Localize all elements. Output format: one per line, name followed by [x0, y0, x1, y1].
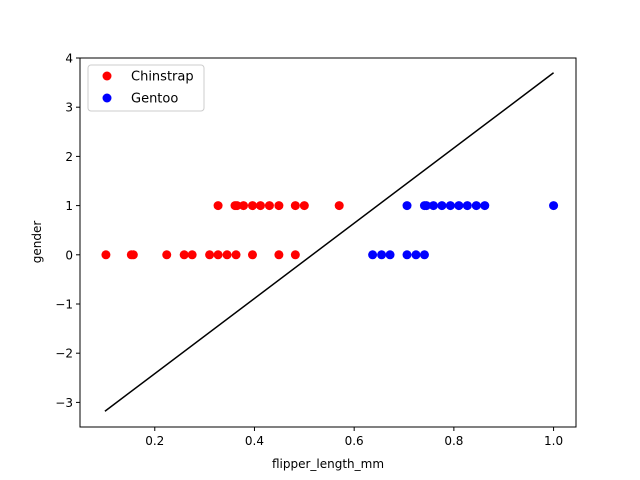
data-point-gentoo: [428, 201, 438, 211]
y-axis: −3 −2 −1 0 1 2 3 4: [55, 52, 80, 410]
data-point-chinstrap: [239, 201, 249, 211]
legend-marker-chinstrap: [102, 71, 112, 81]
legend: Chinstrap Gentoo: [87, 64, 205, 112]
x-tick-label: 0.8: [444, 434, 463, 448]
axes-frame: [79, 57, 577, 428]
data-point-chinstrap: [290, 250, 300, 260]
data-point-gentoo: [402, 201, 412, 211]
y-tick-label: −1: [55, 298, 73, 312]
data-point-gentoo: [421, 201, 431, 211]
data-point-chinstrap: [222, 250, 232, 260]
data-point-gentoo: [368, 250, 378, 260]
data-point-chinstrap: [187, 250, 197, 260]
data-point-chinstrap: [264, 201, 274, 211]
series-gentoo: [368, 201, 559, 260]
data-point-chinstrap: [274, 201, 284, 211]
x-tick-label: 0.6: [345, 434, 364, 448]
y-tick-label: 3: [65, 101, 73, 115]
data-point-chinstrap: [213, 201, 223, 211]
data-point-chinstrap: [247, 201, 257, 211]
data-point-chinstrap: [231, 250, 241, 260]
data-point-chinstrap: [255, 201, 265, 211]
data-point-chinstrap: [232, 201, 242, 211]
y-axis-label: gender: [30, 221, 44, 264]
data-point-gentoo: [445, 201, 455, 211]
data-point-chinstrap: [179, 250, 189, 260]
legend-label-gentoo: Gentoo: [131, 92, 178, 107]
y-tick-label: −2: [55, 347, 73, 361]
data-point-chinstrap: [101, 250, 111, 260]
data-point-gentoo: [462, 201, 472, 211]
x-axis: 0.2 0.4 0.6 0.8 1.0: [145, 427, 563, 448]
fit-line: [104, 72, 555, 412]
data-point-gentoo: [471, 201, 481, 211]
y-tick-label: 0: [65, 248, 73, 262]
data-point-chinstrap: [290, 201, 300, 211]
data-point-chinstrap: [247, 250, 257, 260]
series-chinstrap: [101, 201, 344, 260]
y-tick-label: 4: [65, 52, 73, 66]
y-tick-label: 2: [65, 150, 73, 164]
data-point-gentoo: [480, 201, 490, 211]
data-point-chinstrap: [128, 250, 138, 260]
legend-marker-gentoo: [102, 93, 112, 103]
data-point-gentoo: [549, 201, 559, 211]
data-point-chinstrap: [334, 201, 344, 211]
y-tick-label: −3: [55, 396, 73, 410]
y-tick-label: 1: [65, 199, 73, 213]
data-point-gentoo: [437, 201, 447, 211]
plot-area: [101, 72, 559, 412]
data-point-gentoo: [402, 250, 412, 260]
x-tick-label: 0.4: [245, 434, 264, 448]
legend-box: [87, 64, 205, 112]
data-point-chinstrap: [299, 201, 309, 211]
x-axis-label: flipper_length_mm: [272, 457, 384, 471]
data-point-chinstrap: [274, 250, 284, 260]
data-point-chinstrap: [162, 250, 172, 260]
data-point-chinstrap: [213, 250, 223, 260]
data-point-gentoo: [411, 250, 421, 260]
data-point-chinstrap: [205, 250, 215, 260]
data-point-gentoo: [454, 201, 464, 211]
data-point-gentoo: [385, 250, 395, 260]
x-tick-label: 1.0: [544, 434, 563, 448]
legend-label-chinstrap: Chinstrap: [131, 70, 194, 85]
x-tick-label: 0.2: [145, 434, 164, 448]
data-point-gentoo: [377, 250, 387, 260]
data-point-gentoo: [419, 250, 429, 260]
